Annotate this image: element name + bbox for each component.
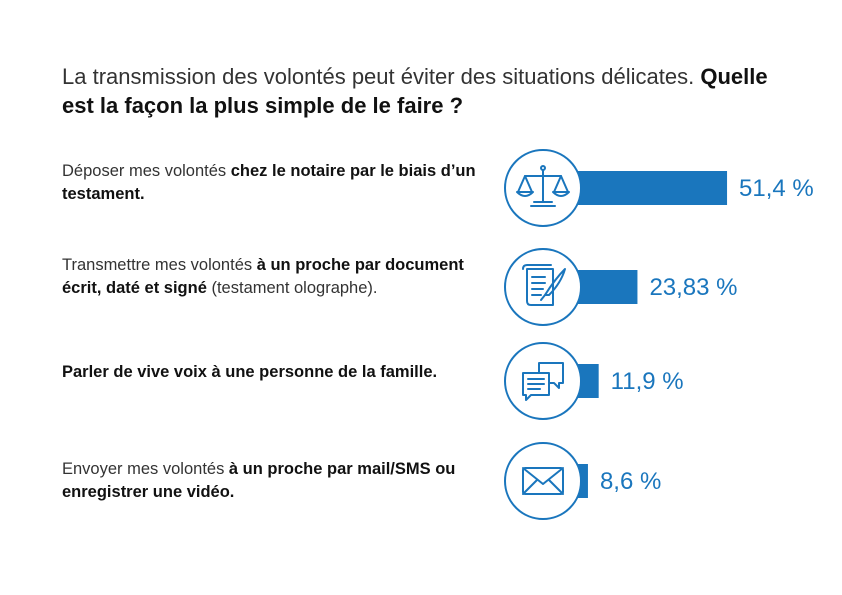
category-label-3: Parler de vive voix à une personne de la… <box>62 361 477 384</box>
envelope-icon <box>504 442 582 520</box>
category-label-2-pre: Transmettre mes volontés <box>62 256 257 274</box>
value-label-1: 51,4 % <box>739 175 814 202</box>
category-label-2-bold: à un proche par document écrit, daté et … <box>62 256 464 297</box>
category-label-2-post: (testament olographe). <box>206 279 378 297</box>
speech-bubbles-icon <box>504 342 582 420</box>
category-label-4: Envoyer mes volontés à un proche par mai… <box>62 458 477 504</box>
icons-layer <box>504 149 582 520</box>
category-label-1: Déposer mes volontés chez le notaire par… <box>62 160 477 206</box>
bars-layer <box>560 171 728 498</box>
document-quill-icon <box>504 248 582 326</box>
title-part1: La transmission des volontés peut éviter… <box>62 64 695 89</box>
value-labels-layer: 51,4 % 23,83 % 11,9 % 8,6 % <box>600 175 814 495</box>
category-label-4-pre: Envoyer mes volontés <box>62 460 229 478</box>
category-label-2: Transmettre mes volontés à un proche par… <box>62 254 477 300</box>
value-label-2: 23,83 % <box>649 274 737 301</box>
chart-title: La transmission des volontés peut éviter… <box>62 62 782 120</box>
bar-1 <box>560 171 728 205</box>
value-label-4: 8,6 % <box>600 468 661 495</box>
category-label-1-pre: Déposer mes volontés <box>62 162 231 180</box>
scales-icon <box>504 149 582 227</box>
category-label-4-bold: à un proche par mail/SMS ou enregistrer … <box>62 460 456 501</box>
category-label-3-bold: Parler de vive voix à une personne de la… <box>62 363 438 381</box>
category-label-1-bold: chez le notaire par le biais d’un testam… <box>62 162 476 203</box>
value-label-3: 11,9 % <box>611 368 684 395</box>
title-part2: Quelle est la façon la plus simple de le… <box>62 64 768 118</box>
